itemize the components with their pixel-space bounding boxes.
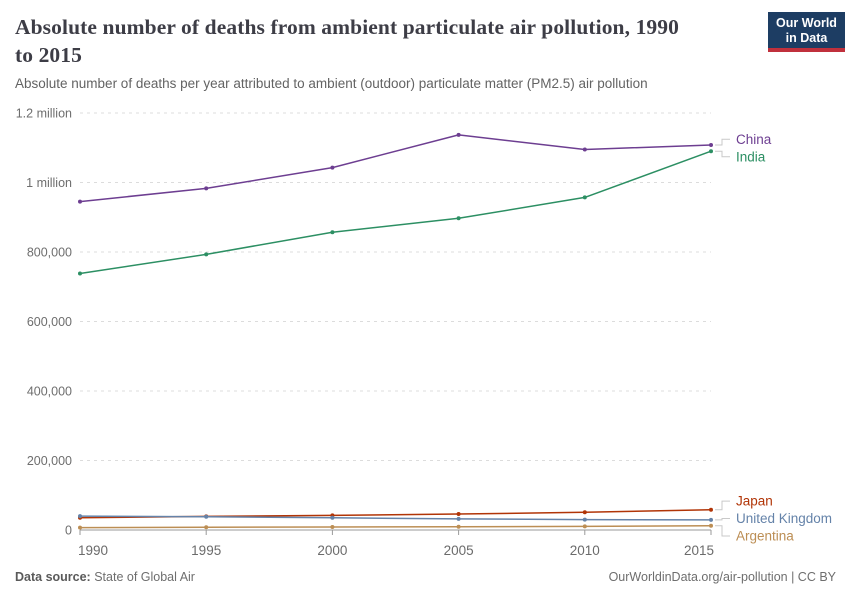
series-line-china[interactable] xyxy=(79,134,712,203)
series-point-united-kingdom[interactable] xyxy=(456,516,461,521)
owid-logo-text: Our World in Data xyxy=(768,12,845,45)
y-axis-tick-label: 200,000 xyxy=(27,454,72,468)
series-point-united-kingdom[interactable] xyxy=(330,515,335,520)
legend-label-united-kingdom[interactable]: United Kingdom xyxy=(736,511,832,526)
series-line-argentina[interactable] xyxy=(79,525,712,529)
series-point-united-kingdom[interactable] xyxy=(78,514,82,519)
series-line-india[interactable] xyxy=(79,150,712,275)
legend-label-argentina[interactable]: Argentina xyxy=(736,528,794,543)
series-point-india[interactable] xyxy=(709,149,713,154)
x-axis-tick-label: 1995 xyxy=(191,543,221,558)
y-axis-tick-label: 1 million xyxy=(26,176,72,190)
series-point-india[interactable] xyxy=(330,230,335,235)
series-point-argentina[interactable] xyxy=(582,524,587,529)
series-point-india[interactable] xyxy=(204,252,209,257)
data-source-value: State of Global Air xyxy=(94,570,195,584)
legend-connector xyxy=(715,518,730,521)
page-title-line-2: to 2015 xyxy=(15,43,82,67)
series-point-india[interactable] xyxy=(78,271,82,276)
series-line-united-kingdom[interactable] xyxy=(79,515,712,521)
legend-label-japan[interactable]: Japan xyxy=(736,494,773,509)
x-axis-tick-label: 2015 xyxy=(684,543,714,558)
series-point-argentina[interactable] xyxy=(709,523,713,528)
series-point-india[interactable] xyxy=(582,195,587,200)
series-point-china[interactable] xyxy=(78,199,82,204)
data-source: Data source: State of Global Air xyxy=(15,570,195,584)
series-point-japan[interactable] xyxy=(582,510,587,515)
series-point-united-kingdom[interactable] xyxy=(204,514,209,519)
series-point-united-kingdom[interactable] xyxy=(582,517,587,522)
page-title: Absolute number of deaths from ambient p… xyxy=(15,13,760,69)
series-point-japan[interactable] xyxy=(709,507,713,512)
y-axis-tick-label: 600,000 xyxy=(27,315,72,329)
y-axis-tick-label: 800,000 xyxy=(27,246,72,260)
legend-connector xyxy=(715,525,730,537)
legend-label-india[interactable]: India xyxy=(736,149,766,164)
series-point-china[interactable] xyxy=(582,147,587,152)
x-axis-tick-label: 2010 xyxy=(570,543,600,558)
owid-logo-red-bar xyxy=(768,48,845,52)
series-point-china[interactable] xyxy=(204,186,209,191)
legend-connector xyxy=(715,500,730,511)
y-axis-tick-label: 0 xyxy=(65,524,72,538)
series-point-united-kingdom[interactable] xyxy=(709,517,713,522)
x-axis-tick-label: 2000 xyxy=(317,543,347,558)
data-source-label: Data source: xyxy=(15,570,91,584)
legend-connector xyxy=(715,150,730,158)
chart-subtitle: Absolute number of deaths per year attri… xyxy=(15,76,648,91)
series-point-argentina[interactable] xyxy=(78,525,82,530)
legend-connector xyxy=(715,138,730,146)
x-axis-tick-label: 1990 xyxy=(78,543,108,558)
series-point-china[interactable] xyxy=(330,165,335,170)
credit-line: OurWorldinData.org/air-pollution | CC BY xyxy=(608,570,836,584)
x-axis-tick-label: 2005 xyxy=(444,543,474,558)
series-point-china[interactable] xyxy=(456,132,461,137)
owid-logo-line-1: Our World xyxy=(776,16,837,30)
series-point-india[interactable] xyxy=(456,216,461,221)
series-point-japan[interactable] xyxy=(456,512,461,516)
y-axis-tick-label: 1.2 million xyxy=(16,107,72,121)
series-point-argentina[interactable] xyxy=(456,524,461,529)
owid-logo[interactable]: Our World in Data xyxy=(768,12,845,52)
series-point-argentina[interactable] xyxy=(330,525,335,529)
y-axis-tick-label: 400,000 xyxy=(27,385,72,399)
owid-logo-line-2: in Data xyxy=(785,30,828,45)
series-point-china[interactable] xyxy=(709,143,713,147)
series-point-argentina[interactable] xyxy=(204,525,209,530)
legend-label-china[interactable]: China xyxy=(736,132,772,147)
page-title-line-1: Absolute number of deaths from ambient p… xyxy=(15,15,679,39)
